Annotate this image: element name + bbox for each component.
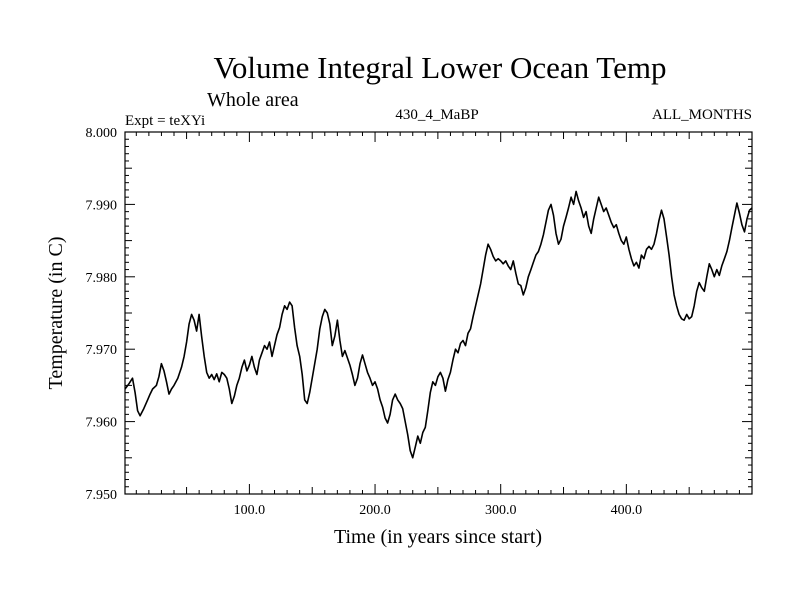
chart-title: Volume Integral Lower Ocean Temp	[214, 50, 667, 85]
plot-frame	[124, 131, 753, 495]
y-tick-label: 7.990	[86, 198, 118, 213]
header-right: ALL_MONTHS	[652, 107, 752, 123]
y-tick-label: 8.000	[86, 126, 118, 141]
y-axis-label: Temperature (in C)	[45, 237, 67, 390]
axis-ticks	[125, 132, 752, 494]
y-tick-label: 7.980	[86, 271, 118, 286]
series-line	[125, 190, 752, 459]
x-axis-label: Time (in years since start)	[334, 526, 542, 548]
x-tick-label: 400.0	[611, 503, 643, 518]
axis-tick-labels: 100.0 200.0 300.0 400.0 7.950 7.960 7.970 7.980…	[86, 126, 643, 518]
x-tick-label: 200.0	[359, 503, 391, 518]
x-tick-label: 300.0	[485, 503, 517, 518]
y-tick-label: 7.950	[86, 488, 118, 503]
header-left: Expt = teXYi	[125, 113, 205, 129]
y-tick-label: 7.960	[86, 416, 118, 431]
series-group	[125, 190, 752, 459]
y-tick-label: 7.970	[86, 343, 118, 358]
chart-subtitle: Whole area	[207, 89, 299, 111]
header-center: 430_4_MaBP	[395, 107, 478, 123]
x-tick-label: 100.0	[234, 503, 266, 518]
